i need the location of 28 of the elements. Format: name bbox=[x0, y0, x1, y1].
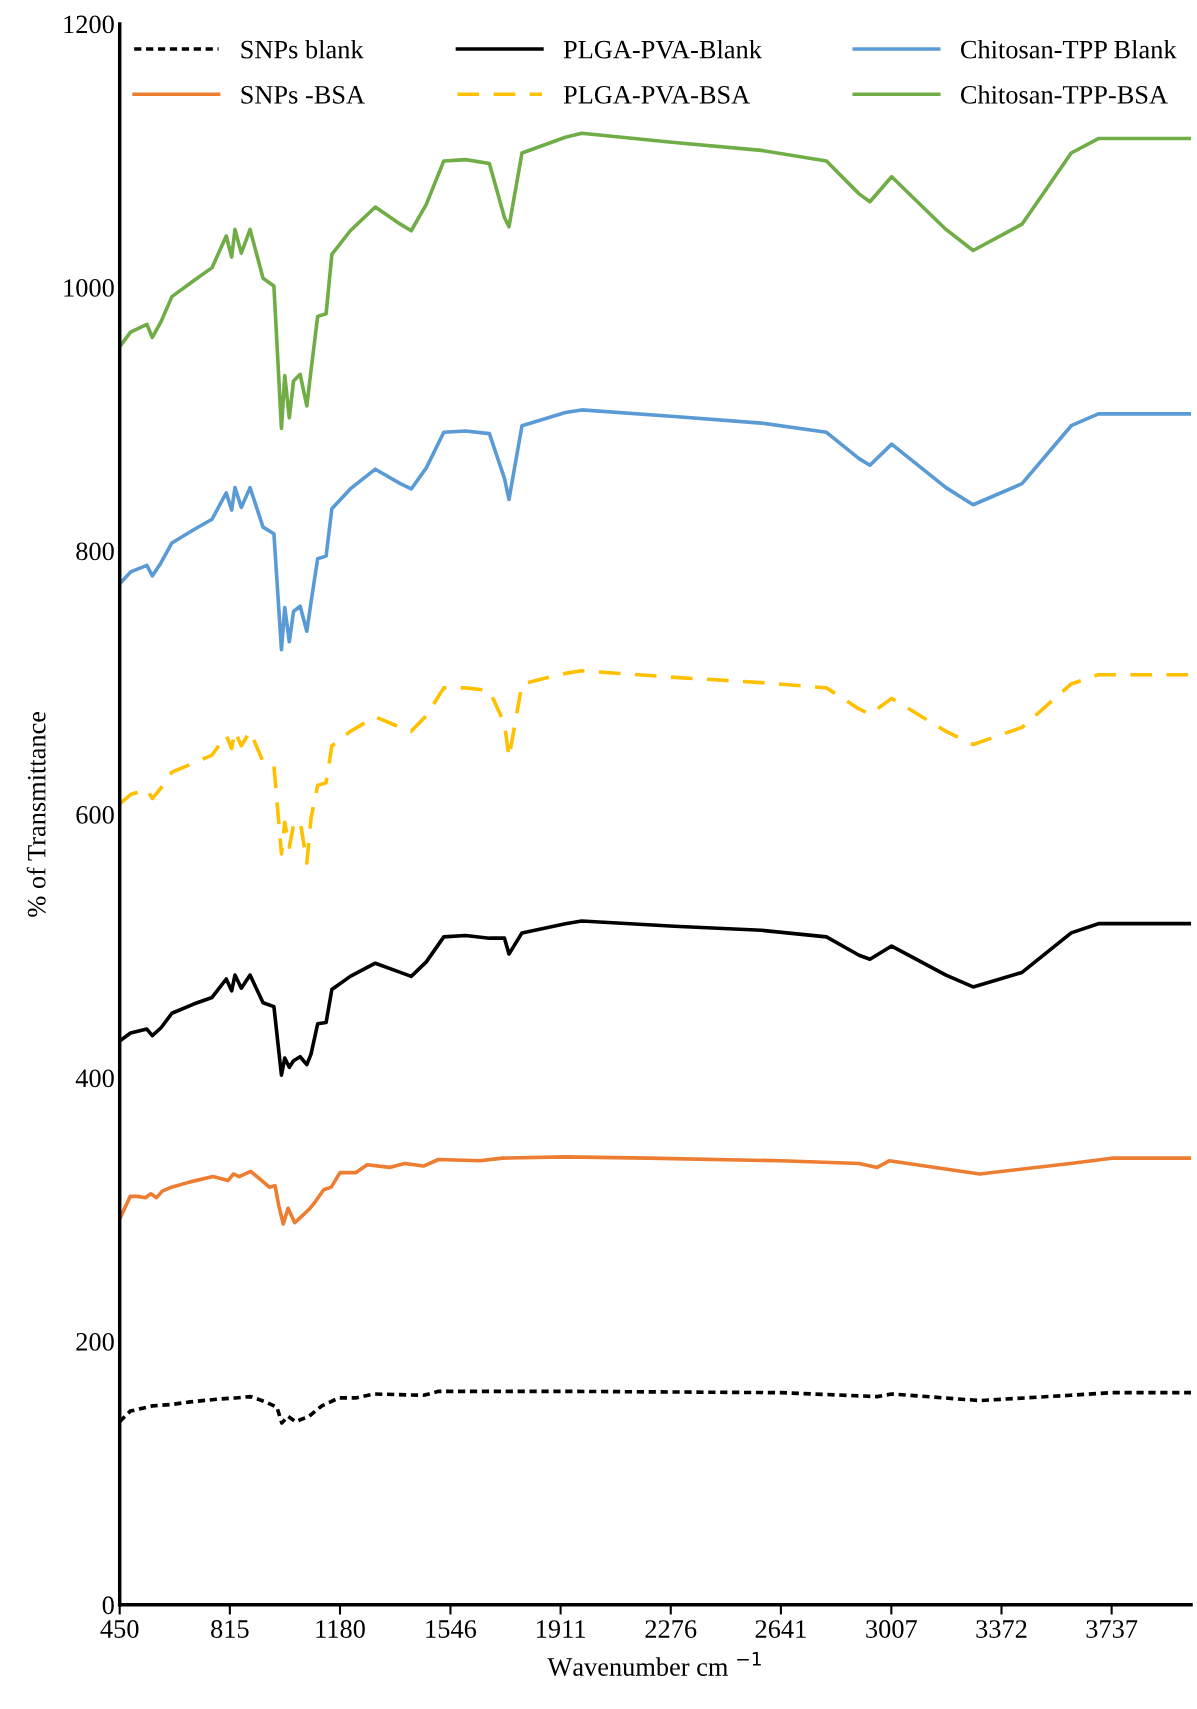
y-tick-label: 1200 bbox=[64, 15, 114, 34]
x-tick-label: 1546 bbox=[426, 1620, 477, 1638]
legend-label: PLGA-PVA-Blank bbox=[563, 39, 762, 59]
line-series bbox=[119, 1155, 1192, 1226]
legend-label: Chitosan-TPP Blank bbox=[960, 39, 1177, 59]
line-series bbox=[119, 131, 1192, 431]
legend-label: PLGA-PVA-BSA bbox=[563, 85, 751, 104]
y-tick-label: 600 bbox=[76, 805, 114, 824]
x-tick-label: 3007 bbox=[866, 1620, 917, 1638]
legend-label: SNPs blank bbox=[241, 39, 364, 59]
x-tick-label: 2276 bbox=[645, 1620, 697, 1638]
y-tick-label: 800 bbox=[76, 542, 114, 561]
y-axis-title: % of Transmittance bbox=[26, 711, 46, 917]
line-series bbox=[119, 408, 1192, 652]
y-tick-label: 200 bbox=[76, 1332, 114, 1351]
y-tick-label: 0 bbox=[102, 1596, 114, 1615]
x-tick-label: 815 bbox=[211, 1620, 249, 1638]
legend-label: SNPs -BSA bbox=[241, 85, 365, 104]
x-axis-title: Wavenumber cm $^{−1}$ bbox=[547, 1652, 761, 1677]
legend-label: Chitosan-TPP-BSA bbox=[960, 85, 1168, 104]
x-tick-label: 450 bbox=[100, 1620, 139, 1638]
x-tick-label: 1911 bbox=[537, 1620, 585, 1638]
y-tick-label: 1000 bbox=[64, 279, 114, 297]
x-tick-label: 3737 bbox=[1086, 1620, 1138, 1638]
x-tick-label: 2641 bbox=[755, 1620, 806, 1638]
x-tick-label: 1180 bbox=[316, 1620, 365, 1638]
x-tick-label: 3372 bbox=[976, 1620, 1027, 1638]
y-tick-label: 400 bbox=[75, 1069, 114, 1088]
